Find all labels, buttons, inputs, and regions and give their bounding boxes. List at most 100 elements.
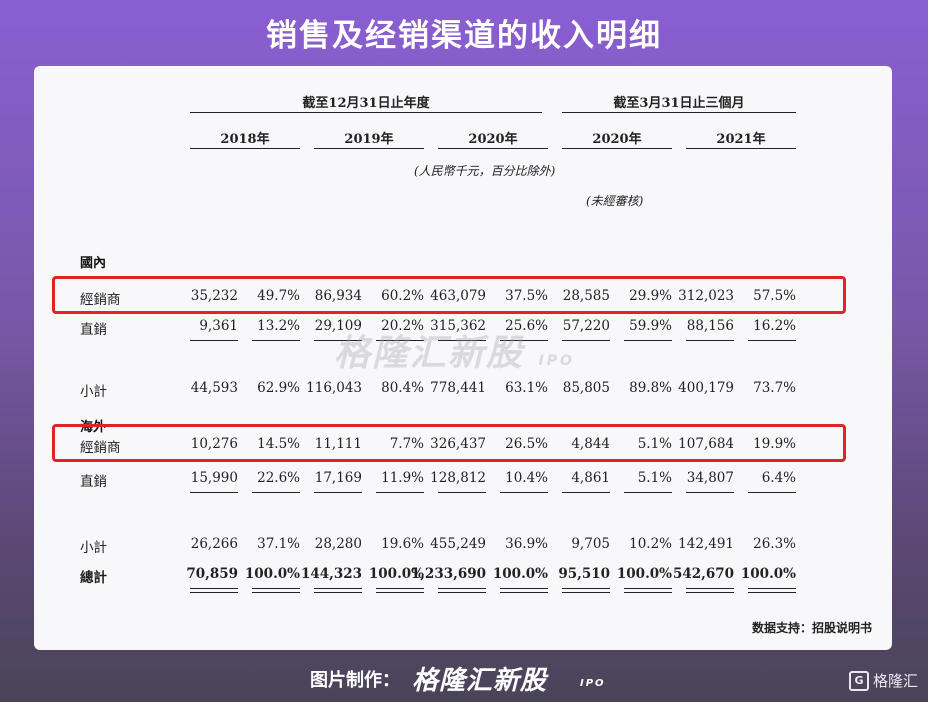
total-cell: 100.0% — [740, 566, 796, 582]
year-rule — [314, 148, 424, 149]
subtotal-rule — [686, 492, 734, 493]
subtotal-rule — [252, 492, 300, 493]
table-cell: 4,844 — [571, 436, 610, 452]
year-rule — [562, 148, 672, 149]
total-cell: 100.0% — [244, 566, 300, 582]
year-rule — [438, 148, 548, 149]
row-label: 經銷商 — [80, 440, 121, 456]
row-label: 經銷商 — [80, 292, 121, 308]
table-cell: 19.9% — [753, 436, 796, 452]
table-cell: 10.2% — [629, 536, 672, 552]
group-header-quarter: 截至3月31日止三個月 — [613, 96, 745, 111]
gelonghui-logo: G 格隆汇 — [848, 670, 918, 691]
subtotal-rule — [438, 492, 486, 493]
year-header: 2020年 — [592, 132, 642, 147]
table-cell: 10.4% — [505, 470, 548, 486]
total-double-rule — [376, 588, 424, 593]
section-header: 國內 — [80, 256, 107, 271]
table-cell: 400,179 — [678, 380, 734, 396]
table-cell: 80.4% — [381, 380, 424, 396]
year-header: 2020年 — [468, 132, 518, 147]
total-cell: 100.0% — [368, 566, 424, 582]
subtotal-rule — [562, 340, 610, 341]
subtotal-rule — [500, 492, 548, 493]
subtotal-rule — [376, 340, 424, 341]
table-cell: 107,684 — [678, 436, 734, 452]
table-cell: 14.5% — [257, 436, 300, 452]
total-double-rule — [438, 588, 486, 593]
table-cell: 36.9% — [505, 536, 548, 552]
subtotal-rule — [624, 492, 672, 493]
total-cell: 144,323 — [300, 566, 362, 582]
table-cell: 5.1% — [637, 470, 672, 486]
footer-brand: 格隆汇新股 — [412, 666, 548, 696]
table-cell: 28,585 — [562, 288, 610, 304]
group-header-annual: 截至12月31日止年度 — [302, 96, 430, 111]
table-cell: 9,361 — [199, 318, 238, 334]
table-cell: 315,362 — [430, 318, 486, 334]
subtotal-rule — [748, 340, 796, 341]
year-rule — [686, 148, 796, 149]
table-cell: 59.9% — [629, 318, 672, 334]
total-double-rule — [500, 588, 548, 593]
table-cell: 28,280 — [314, 536, 362, 552]
subtotal-rule — [500, 340, 548, 341]
year-header: 2018年 — [220, 132, 270, 147]
table-cell: 4,861 — [571, 470, 610, 486]
total-double-rule — [562, 588, 610, 593]
table-cell: 26,266 — [190, 536, 238, 552]
footer-bar: 图片制作： 格隆汇新股 IPO G 格隆汇 — [0, 660, 928, 702]
table-cell: 116,043 — [306, 380, 362, 396]
table-cell: 22.6% — [257, 470, 300, 486]
table-cell: 49.7% — [257, 288, 300, 304]
table-cell: 26.3% — [753, 536, 796, 552]
table-cell: 88,156 — [686, 318, 734, 334]
subtotal-rule — [314, 492, 362, 493]
table-cell: 73.7% — [753, 380, 796, 396]
table-cell: 85,805 — [562, 380, 610, 396]
made-by-label: 图片制作： — [310, 670, 400, 691]
subtotal-rule — [748, 492, 796, 493]
table-cell: 5.1% — [637, 436, 672, 452]
table-cell: 44,593 — [190, 380, 238, 396]
total-cell: 95,510 — [558, 566, 610, 582]
row-label: 小計 — [80, 384, 107, 400]
table-cell: 10,276 — [190, 436, 238, 452]
total-double-rule — [314, 588, 362, 593]
subtotal-rule — [438, 340, 486, 341]
table-cell: 37.1% — [257, 536, 300, 552]
total-cell: 542,670 — [672, 566, 734, 582]
subtotal-rule — [376, 492, 424, 493]
table-cell: 57,220 — [562, 318, 610, 334]
subtotal-rule — [252, 340, 300, 341]
row-label: 直銷 — [80, 474, 107, 490]
table-cell: 86,934 — [314, 288, 362, 304]
table-cell: 15,990 — [190, 470, 238, 486]
table-cell: 128,812 — [430, 470, 486, 486]
table-cell: 7.7% — [389, 436, 424, 452]
row-label: 小計 — [80, 540, 107, 556]
total-double-rule — [748, 588, 796, 593]
group-header-rule — [190, 112, 542, 113]
section-header: 海外 — [80, 420, 107, 435]
table-cell: 778,441 — [430, 380, 486, 396]
total-cell: 1,233,690 — [410, 566, 486, 582]
subtotal-rule — [562, 492, 610, 493]
unit-note: (人民幣千元，百分比除外) — [414, 164, 556, 178]
group-header-rule — [562, 112, 796, 113]
table-cell: 62.9% — [257, 380, 300, 396]
subtotal-rule — [190, 340, 238, 341]
highlight-box — [52, 276, 846, 314]
table-cell: 9,705 — [571, 536, 610, 552]
total-label: 總計 — [80, 570, 107, 586]
highlight-box — [52, 424, 846, 462]
total-double-rule — [190, 588, 238, 593]
table-cell: 16.2% — [753, 318, 796, 334]
table-cell: 455,249 — [430, 536, 486, 552]
total-cell: 100.0% — [492, 566, 548, 582]
table-cell: 34,807 — [686, 470, 734, 486]
table-cell: 11,111 — [314, 436, 362, 452]
table-cell: 29,109 — [314, 318, 362, 334]
page-title: 销售及经销渠道的收入明细 — [266, 18, 662, 54]
logo-text: 格隆汇 — [872, 672, 918, 690]
